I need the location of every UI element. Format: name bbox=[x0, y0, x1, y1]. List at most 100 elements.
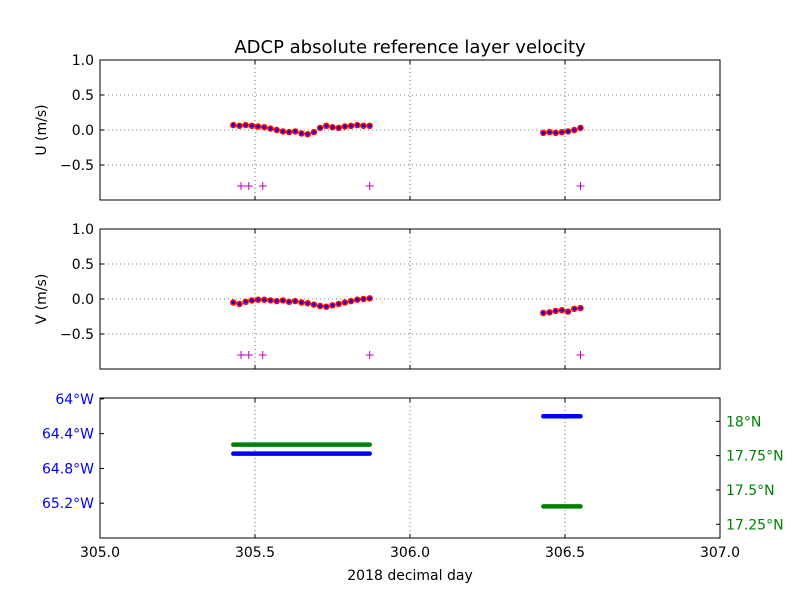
velocity-point-inner bbox=[287, 300, 291, 304]
position-panel: 305.0 305.5 306.0 306.5 307.0 64°W 64.4°W 64.8°… bbox=[42, 392, 784, 561]
longitude-tick-label: 65.2°W bbox=[42, 496, 94, 512]
velocity-point-inner bbox=[231, 123, 235, 127]
y-tick-label: 1.0 bbox=[72, 53, 94, 69]
chart-title: ADCP absolute reference layer velocity bbox=[234, 37, 586, 58]
velocity-point-inner bbox=[541, 131, 545, 135]
velocity-point-inner bbox=[299, 300, 304, 305]
x-tick-label: 305.5 bbox=[235, 545, 275, 561]
velocity-point-inner bbox=[262, 125, 266, 129]
velocity-point-inner bbox=[343, 124, 347, 129]
x-tick-label: 306.5 bbox=[545, 545, 585, 561]
velocity-point-inner bbox=[368, 124, 372, 128]
velocity-point-inner bbox=[306, 132, 310, 136]
velocity-point-inner bbox=[256, 124, 260, 129]
latitude-tick-label: 17.25°N bbox=[726, 517, 784, 533]
flag-marker bbox=[576, 182, 585, 190]
y-tick-label: −0.5 bbox=[60, 327, 94, 343]
velocity-point-inner bbox=[547, 130, 552, 134]
velocity-point-inner bbox=[566, 129, 570, 133]
y-tick-label: 0.0 bbox=[72, 123, 94, 139]
velocity-point-inner bbox=[281, 129, 285, 133]
flag-marker bbox=[244, 351, 253, 359]
y-tick-label: −0.5 bbox=[60, 158, 94, 174]
velocity-point-inner bbox=[349, 124, 353, 128]
velocity-point-inner bbox=[312, 303, 316, 307]
velocity-point-inner bbox=[330, 125, 335, 129]
velocity-point-inner bbox=[268, 127, 273, 131]
velocity-point-inner bbox=[318, 126, 322, 130]
velocity-point-inner bbox=[306, 301, 310, 305]
velocity-point-inner bbox=[244, 123, 248, 127]
velocity-point-inner bbox=[250, 124, 254, 128]
latitude-tick-label: 17.5°N bbox=[726, 483, 775, 499]
velocity-point-inner bbox=[256, 298, 260, 302]
x-tick-label: 306.0 bbox=[390, 545, 430, 561]
velocity-point-inner bbox=[330, 303, 335, 307]
y-tick-label: 0.5 bbox=[72, 88, 94, 104]
velocity-point-inner bbox=[237, 302, 242, 306]
u-velocity-panel: 1.0 0.5 0.0 −0.5 U (m/s) bbox=[34, 53, 721, 201]
flag-marker bbox=[237, 351, 246, 359]
velocity-point-inner bbox=[237, 124, 242, 128]
latitude-tick-label: 17.75°N bbox=[726, 449, 784, 465]
flag-marker bbox=[258, 182, 267, 190]
velocity-point-inner bbox=[250, 298, 254, 302]
velocity-point-inner bbox=[541, 311, 545, 315]
velocity-point-inner bbox=[578, 306, 583, 310]
velocity-point-inner bbox=[361, 124, 366, 128]
y-tick-label: 1.0 bbox=[72, 222, 94, 238]
x-tick-label: 307.0 bbox=[700, 545, 740, 561]
velocity-point-inner bbox=[299, 131, 304, 136]
velocity-point-inner bbox=[560, 308, 564, 312]
velocity-point-inner bbox=[275, 299, 279, 303]
x-axis-label: 2018 decimal day bbox=[347, 568, 472, 584]
longitude-tick-label: 64°W bbox=[55, 392, 94, 408]
velocity-point-inner bbox=[231, 300, 235, 305]
flag-marker bbox=[237, 182, 246, 190]
flag-marker bbox=[576, 351, 585, 359]
velocity-point-inner bbox=[554, 309, 558, 313]
velocity-point-inner bbox=[312, 130, 316, 134]
velocity-point-inner bbox=[368, 296, 372, 300]
velocity-point-inner bbox=[560, 130, 564, 134]
velocity-point-inner bbox=[355, 298, 359, 302]
v-velocity-panel: 1.0 0.5 0.0 −0.5 V (m/s) bbox=[34, 222, 721, 370]
velocity-point-inner bbox=[262, 298, 266, 302]
velocity-point-inner bbox=[324, 305, 328, 309]
velocity-point-inner bbox=[318, 304, 322, 308]
flag-marker bbox=[365, 182, 374, 190]
velocity-point-inner bbox=[275, 128, 279, 132]
velocity-point-inner bbox=[547, 310, 552, 314]
flag-marker bbox=[258, 351, 267, 359]
velocity-point-inner bbox=[572, 307, 576, 311]
velocity-point-inner bbox=[337, 302, 341, 306]
flag-marker bbox=[365, 351, 374, 359]
velocity-point-inner bbox=[566, 310, 570, 314]
velocity-point-inner bbox=[578, 126, 583, 130]
flag-marker bbox=[244, 182, 253, 190]
velocity-point-inner bbox=[244, 300, 248, 304]
velocity-point-inner bbox=[554, 131, 558, 135]
velocity-point-inner bbox=[324, 124, 328, 128]
velocity-point-inner bbox=[293, 129, 297, 133]
velocity-point-inner bbox=[572, 128, 576, 132]
velocity-point-inner bbox=[343, 300, 347, 305]
velocity-point-inner bbox=[361, 297, 366, 301]
velocity-point-inner bbox=[268, 298, 273, 302]
x-tick-label: 305.0 bbox=[80, 545, 120, 561]
longitude-tick-label: 64.4°W bbox=[42, 427, 94, 443]
longitude-tick-label: 64.8°W bbox=[42, 461, 94, 477]
velocity-point-inner bbox=[281, 298, 285, 302]
y-axis-label: U (m/s) bbox=[34, 104, 50, 155]
latitude-tick-label: 18°N bbox=[726, 414, 761, 430]
velocity-point-inner bbox=[337, 126, 341, 130]
velocity-point-inner bbox=[287, 130, 291, 134]
velocity-point-inner bbox=[355, 123, 359, 127]
velocity-point-inner bbox=[349, 299, 353, 303]
y-tick-label: 0.0 bbox=[72, 292, 94, 308]
velocity-point-inner bbox=[293, 299, 297, 303]
y-axis-label: V (m/s) bbox=[34, 274, 50, 325]
y-tick-label: 0.5 bbox=[72, 257, 94, 273]
